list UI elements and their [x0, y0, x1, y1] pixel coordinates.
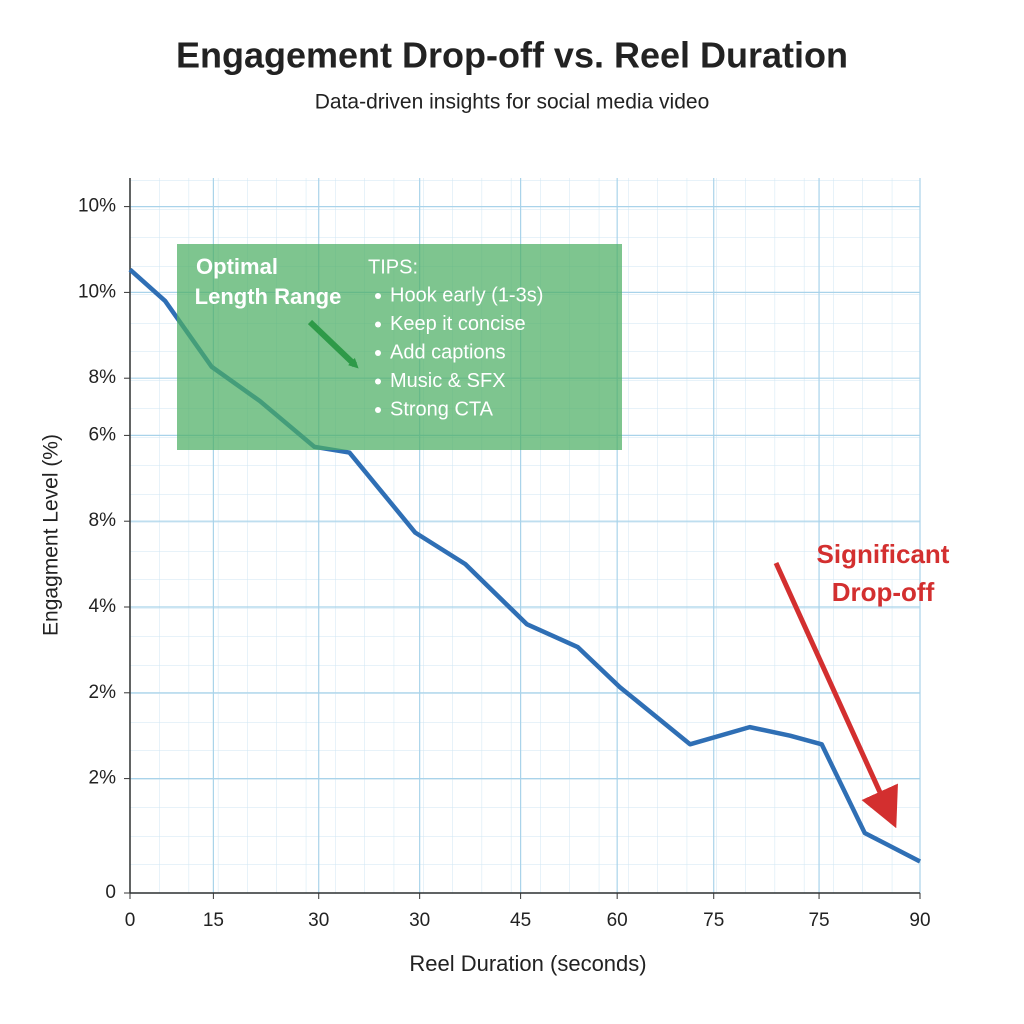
x-tick-label: 75: [703, 910, 724, 931]
y-tick-label: 8%: [89, 510, 117, 531]
x-tick-label: 75: [808, 910, 829, 931]
chart-title: Engagement Drop-off vs. Reel Duration: [176, 35, 848, 76]
annotation-text: Length Range: [195, 284, 342, 309]
tips-list: Hook early (1-3s) Keep it concise Add capt…: [375, 284, 543, 420]
x-tick-label: 45: [510, 910, 531, 931]
y-tick-label: 8%: [89, 367, 117, 388]
x-tick-label: 60: [607, 910, 628, 931]
bullet: [375, 293, 381, 299]
y-tick-label: 2%: [89, 682, 117, 703]
annotation-text: Optimal: [196, 254, 278, 279]
y-axis-label: Engagment Level (%): [40, 434, 63, 636]
bullet: [375, 407, 381, 413]
tip-item: Keep it concise: [390, 313, 526, 335]
y-tick-label: 2%: [89, 768, 117, 789]
chart-subtitle: Data-driven insights for social media vi…: [315, 91, 710, 114]
x-tick-label: 15: [203, 910, 224, 931]
annotation-text: Significant: [817, 539, 950, 569]
annotation-box: [177, 244, 622, 450]
bullet: [375, 378, 381, 385]
bullet: [375, 350, 381, 356]
y-tick-label: 0: [105, 882, 116, 903]
tip-item: Hook early (1-3s): [390, 284, 543, 306]
tip-item: Add captions: [390, 341, 506, 363]
tips-heading: TIPS:: [368, 256, 418, 278]
annotation-text: Drop-off: [832, 577, 935, 607]
y-tick-label: 10%: [78, 196, 116, 217]
x-tick-label: 30: [308, 910, 329, 931]
x-axis-label: Reel Duration (seconds): [409, 951, 646, 976]
bullet: [375, 321, 381, 328]
x-tick-label: 30: [409, 910, 430, 931]
y-tick-label: 10%: [78, 281, 116, 302]
tip-item: Music & SFX: [390, 370, 506, 392]
tip-item: Strong CTA: [390, 398, 494, 420]
y-tick-label: 6%: [89, 424, 117, 445]
annotation-arrow: [307, 319, 359, 369]
annotation-arrow: [773, 561, 898, 829]
y-tick-label: 4%: [89, 596, 117, 617]
x-tick-label: 0: [125, 910, 136, 931]
x-tick-label: 90: [909, 910, 930, 931]
